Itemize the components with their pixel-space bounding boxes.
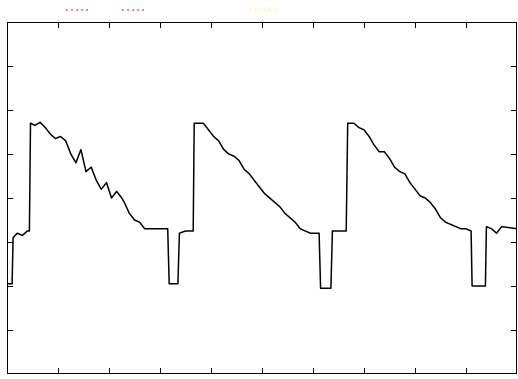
plot-frame: [7, 22, 517, 374]
series-line-0: [7, 121, 518, 289]
series-layer: [7, 121, 518, 289]
axis-ticks: [7, 22, 517, 374]
